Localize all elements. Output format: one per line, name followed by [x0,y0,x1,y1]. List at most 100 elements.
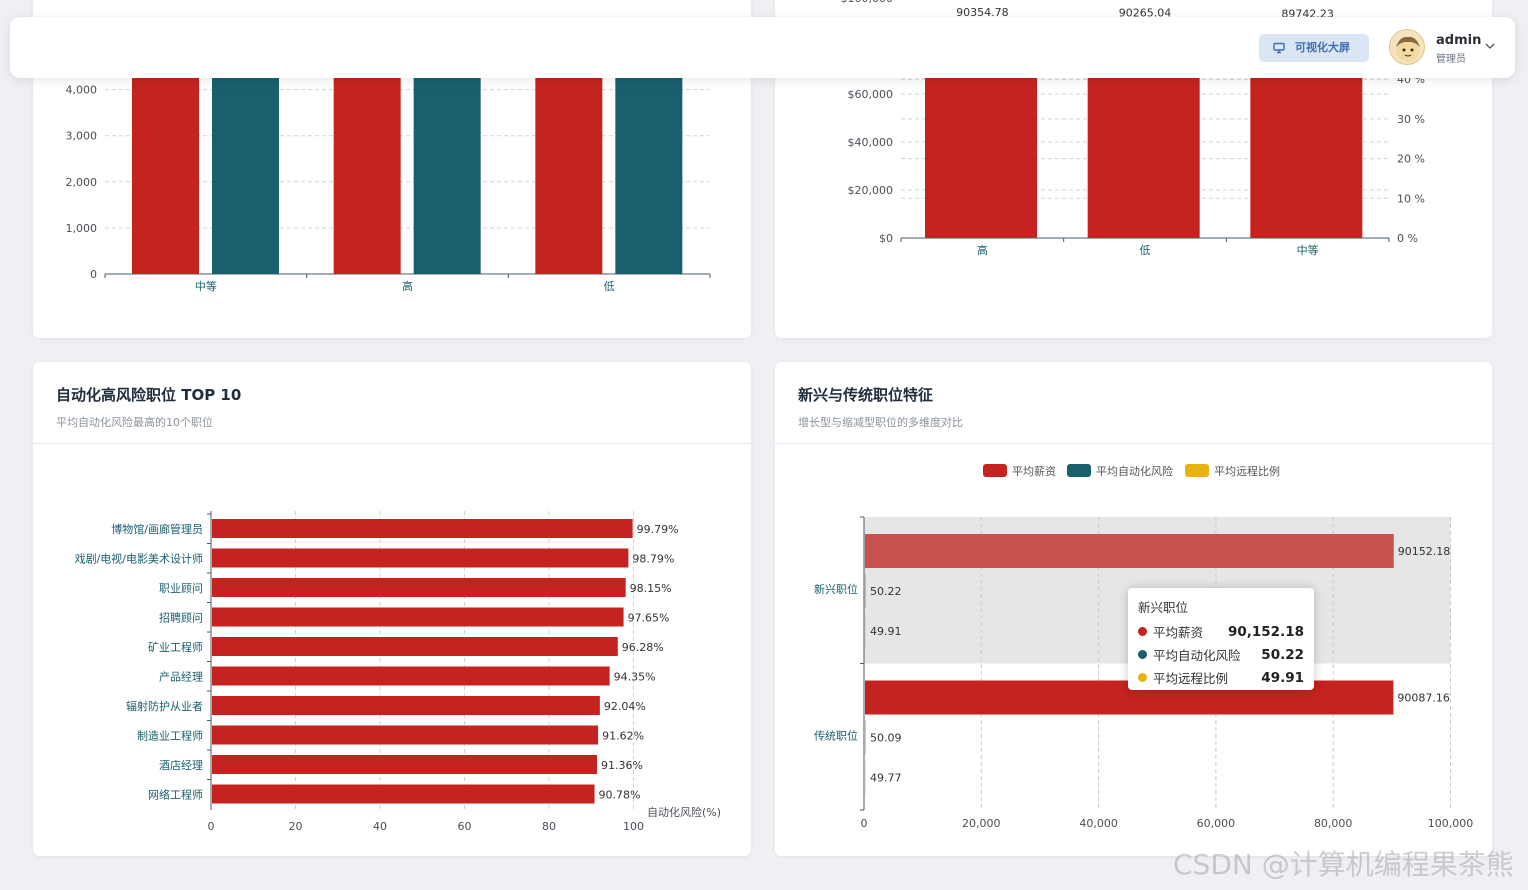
tooltip-label: 平均薪资 [1153,625,1204,640]
bar-teal-series [413,43,481,274]
y-tick-label: 制造业工程师 [137,729,203,743]
x-tick-label: 80 [542,820,556,833]
x-tick-label: 100 [623,820,644,833]
x-tick-label: 低 [604,280,615,293]
data-label: 49.77 [870,772,902,785]
legend-swatch [1185,464,1209,477]
tooltip-title: 新兴职位 [1138,600,1189,615]
avatar-icon [1396,36,1420,62]
x-tick-label: 60 [458,820,472,833]
y-tick-label: $20,000 [848,184,894,197]
bar [212,519,633,538]
y-tick-label: 新兴职位 [814,582,858,596]
y-tick-label: 戏剧/电视/电影美术设计师 [75,552,203,566]
y-tick-label: 职业顾问 [159,582,203,595]
y-tick-label: 博物馆/画廊管理员 [111,522,203,536]
y-tick-label: 招聘顾问 [159,611,203,625]
user-role: 管理员 [1436,54,1466,65]
bar-teal-series [615,43,683,274]
x-tick-label: 40,000 [1079,817,1118,830]
y-tick-label: $100,000 [841,0,894,5]
x-tick-label: 100,000 [1428,817,1474,830]
tooltip-label: 平均自动化风险 [1153,648,1241,663]
top-header-bar: 可视化大屏 admin 管理员 [10,17,1515,78]
y-tick-label: 3,000 [66,130,98,143]
y-tick-label: $60,000 [848,88,894,101]
y-tick-label: 4,000 [66,84,98,97]
y-tick-label: 1,000 [66,222,98,235]
visual-screen-button[interactable]: 可视化大屏 [1259,34,1369,62]
x-axis-label: 自动化风险(%) [647,805,721,819]
card-title: 自动化高风险职位 TOP 10 [56,386,242,404]
legend-label: 平均薪资 [1012,465,1056,478]
y2-tick-label: 0 % [1397,232,1418,245]
monitor-icon [1273,42,1285,54]
x-tick-label: 40 [373,820,387,833]
card-header: 自动化高风险职位 TOP 10 平均自动化风险最高的10个职位 [33,362,751,444]
tooltip-value: 90,152.18 [1227,623,1304,640]
x-tick-label: 中等 [1297,243,1319,257]
y2-tick-label: 20 % [1397,153,1425,166]
top10-risk-chart: 0 20 40 60 80 100 博物馆/画廊管理员 99.79% 戏剧/电视/电影美术设计师… [75,511,721,833]
legend-label: 平均远程比例 [1214,464,1280,478]
chevron-down-icon[interactable] [1484,41,1496,51]
bar [212,784,595,804]
data-label: 49.91 [870,625,902,638]
bar-red-series [132,43,199,274]
data-label: 50.22 [870,585,902,598]
data-label: 90152.18 [1398,545,1451,558]
bar-teal-series [212,43,279,274]
tooltip-row: 平均薪资 90,152.18 [1138,620,1304,643]
x-tick-label: 低 [1140,244,1151,257]
bar [212,696,600,715]
x-tick-label: 0 [208,820,215,833]
y2-tick-label: 30 % [1397,113,1425,126]
bar-0 [865,534,1394,568]
y-tick-label: 2,000 [66,176,98,189]
legend-swatch [1067,464,1091,477]
tooltip-row: 平均自动化风险 50.22 [1138,643,1304,666]
x-tick-label: 高 [977,243,988,257]
visual-screen-label: 可视化大屏 [1295,41,1350,54]
data-label: 92.04% [604,700,646,713]
y-tick-label: 产品经理 [159,670,203,684]
data-label: 50.09 [870,732,902,745]
tooltip-label: 平均远程比例 [1153,671,1229,686]
bar [212,725,599,745]
bar [212,666,610,686]
tooltip-value: 49.91 [1261,669,1304,686]
x-tick-label: 20,000 [962,817,1001,830]
avatar[interactable] [1389,29,1425,65]
data-label: 91.36% [601,759,643,772]
user-name[interactable]: admin [1436,33,1482,48]
data-label: 96.28% [622,641,664,654]
data-label: 90087.16 [1397,692,1450,705]
y-tick-label: 0 [90,268,97,281]
x-tick-label: 20 [289,820,303,833]
tooltip-value: 50.22 [1261,646,1304,663]
series-dot-icon [1138,650,1147,659]
bar [212,548,629,568]
card-subtitle: 增长型与缩减型职位的多维度对比 [798,416,963,429]
data-label: 91.62% [602,730,644,743]
bar-red-series [535,43,603,274]
legend-label: 平均自动化风险 [1096,464,1173,478]
top10-risk-card: 自动化高风险职位 TOP 10 平均自动化风险最高的10个职位 0 20 40 60 8… [33,362,751,856]
bar [212,578,626,597]
y-tick-label: 矿业工程师 [148,641,203,654]
tooltip-row: 平均远程比例 49.91 [1138,666,1304,689]
data-label: 90265.04 [1119,6,1172,19]
card-title: 新兴与传统职位特征 [798,386,934,404]
data-label: 98.79% [632,553,674,566]
chart-tooltip: 新兴职位 平均薪资 90,152.18 平均自动化风险 50.22 平均远程比例… [1128,588,1314,690]
watermark: CSDN @计算机编程果茶熊 [1173,848,1514,881]
legend-swatch [983,464,1007,477]
x-tick-label: 80,000 [1314,817,1353,830]
series-dot-icon [1138,673,1147,682]
series-dot-icon [1138,627,1147,636]
y-tick-label: 酒店经理 [159,758,203,772]
data-label: 97.65% [628,612,670,625]
y-tick-label: $40,000 [848,136,894,149]
bar [212,637,618,656]
